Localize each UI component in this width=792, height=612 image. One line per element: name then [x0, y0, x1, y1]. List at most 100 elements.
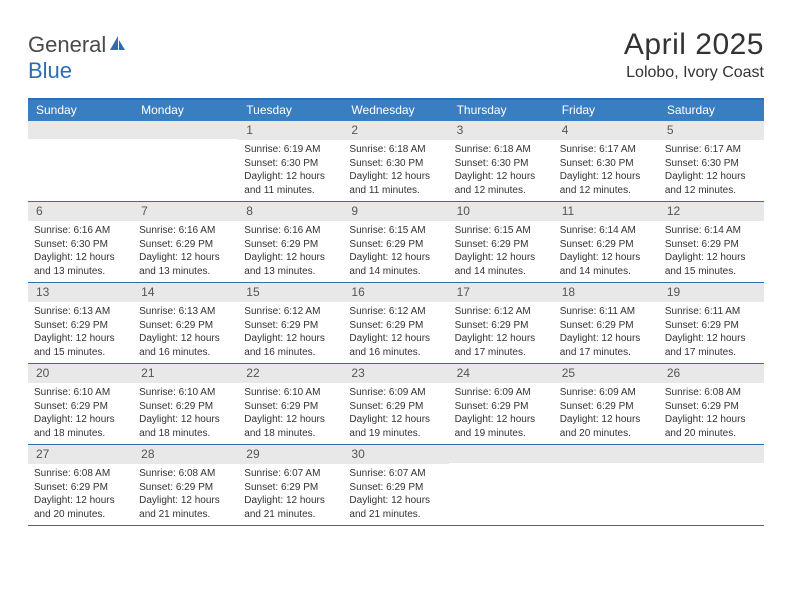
day-cell: 26Sunrise: 6:08 AMSunset: 6:29 PMDayligh…	[659, 364, 764, 444]
sunrise-line: Sunrise: 6:17 AM	[560, 143, 653, 157]
day-number: 22	[238, 364, 343, 383]
sunset-line: Sunset: 6:29 PM	[560, 319, 653, 333]
daylight-line: Daylight: 12 hours and 11 minutes.	[244, 170, 337, 197]
day-number: 17	[449, 283, 554, 302]
sunset-line: Sunset: 6:29 PM	[34, 319, 127, 333]
day-cell	[659, 445, 764, 525]
page-header: GeneralBlue April 2025 Lolobo, Ivory Coa…	[28, 28, 764, 84]
day-body: Sunrise: 6:09 AMSunset: 6:29 PMDaylight:…	[449, 383, 554, 444]
day-body: Sunrise: 6:12 AMSunset: 6:29 PMDaylight:…	[343, 302, 448, 363]
day-body: Sunrise: 6:08 AMSunset: 6:29 PMDaylight:…	[133, 464, 238, 525]
sunrise-line: Sunrise: 6:16 AM	[34, 224, 127, 238]
sunset-line: Sunset: 6:29 PM	[244, 400, 337, 414]
daylight-line: Daylight: 12 hours and 18 minutes.	[34, 413, 127, 440]
sunrise-line: Sunrise: 6:13 AM	[34, 305, 127, 319]
day-body: Sunrise: 6:14 AMSunset: 6:29 PMDaylight:…	[659, 221, 764, 282]
day-number: 29	[238, 445, 343, 464]
sunrise-line: Sunrise: 6:09 AM	[349, 386, 442, 400]
daylight-line: Daylight: 12 hours and 11 minutes.	[349, 170, 442, 197]
day-cell: 14Sunrise: 6:13 AMSunset: 6:29 PMDayligh…	[133, 283, 238, 363]
week-row: 27Sunrise: 6:08 AMSunset: 6:29 PMDayligh…	[28, 445, 764, 526]
sunset-line: Sunset: 6:30 PM	[455, 157, 548, 171]
day-cell: 21Sunrise: 6:10 AMSunset: 6:29 PMDayligh…	[133, 364, 238, 444]
logo-text: GeneralBlue	[28, 32, 128, 84]
daylight-line: Daylight: 12 hours and 13 minutes.	[139, 251, 232, 278]
day-cell: 24Sunrise: 6:09 AMSunset: 6:29 PMDayligh…	[449, 364, 554, 444]
month-title: April 2025	[624, 28, 764, 62]
sunset-line: Sunset: 6:29 PM	[560, 238, 653, 252]
sunset-line: Sunset: 6:29 PM	[34, 400, 127, 414]
daylight-line: Daylight: 12 hours and 13 minutes.	[34, 251, 127, 278]
sunrise-line: Sunrise: 6:18 AM	[455, 143, 548, 157]
day-cell: 23Sunrise: 6:09 AMSunset: 6:29 PMDayligh…	[343, 364, 448, 444]
sunrise-line: Sunrise: 6:07 AM	[244, 467, 337, 481]
day-number: 1	[238, 121, 343, 140]
day-of-week-cell: Monday	[133, 100, 238, 121]
day-cell: 12Sunrise: 6:14 AMSunset: 6:29 PMDayligh…	[659, 202, 764, 282]
daylight-line: Daylight: 12 hours and 12 minutes.	[455, 170, 548, 197]
day-body: Sunrise: 6:16 AMSunset: 6:30 PMDaylight:…	[28, 221, 133, 282]
day-number	[554, 445, 659, 463]
sunset-line: Sunset: 6:29 PM	[244, 319, 337, 333]
sunrise-line: Sunrise: 6:10 AM	[244, 386, 337, 400]
day-number	[659, 445, 764, 463]
sunrise-line: Sunrise: 6:08 AM	[665, 386, 758, 400]
daylight-line: Daylight: 12 hours and 19 minutes.	[455, 413, 548, 440]
logo-word1: General	[28, 32, 106, 57]
day-cell: 29Sunrise: 6:07 AMSunset: 6:29 PMDayligh…	[238, 445, 343, 525]
title-block: April 2025 Lolobo, Ivory Coast	[624, 28, 764, 82]
day-body: Sunrise: 6:08 AMSunset: 6:29 PMDaylight:…	[28, 464, 133, 525]
day-cell: 9Sunrise: 6:15 AMSunset: 6:29 PMDaylight…	[343, 202, 448, 282]
day-cell	[133, 121, 238, 201]
daylight-line: Daylight: 12 hours and 14 minutes.	[349, 251, 442, 278]
day-body: Sunrise: 6:11 AMSunset: 6:29 PMDaylight:…	[659, 302, 764, 363]
day-body: Sunrise: 6:07 AMSunset: 6:29 PMDaylight:…	[238, 464, 343, 525]
day-number: 19	[659, 283, 764, 302]
day-cell: 27Sunrise: 6:08 AMSunset: 6:29 PMDayligh…	[28, 445, 133, 525]
sunrise-line: Sunrise: 6:07 AM	[349, 467, 442, 481]
sunset-line: Sunset: 6:29 PM	[349, 238, 442, 252]
day-body: Sunrise: 6:19 AMSunset: 6:30 PMDaylight:…	[238, 140, 343, 201]
day-cell: 17Sunrise: 6:12 AMSunset: 6:29 PMDayligh…	[449, 283, 554, 363]
sunset-line: Sunset: 6:30 PM	[665, 157, 758, 171]
day-cell: 28Sunrise: 6:08 AMSunset: 6:29 PMDayligh…	[133, 445, 238, 525]
day-body: Sunrise: 6:13 AMSunset: 6:29 PMDaylight:…	[28, 302, 133, 363]
sunrise-line: Sunrise: 6:08 AM	[139, 467, 232, 481]
day-number: 26	[659, 364, 764, 383]
sunset-line: Sunset: 6:29 PM	[455, 400, 548, 414]
day-body: Sunrise: 6:17 AMSunset: 6:30 PMDaylight:…	[554, 140, 659, 201]
day-of-week-cell: Tuesday	[238, 100, 343, 121]
daylight-line: Daylight: 12 hours and 21 minutes.	[139, 494, 232, 521]
day-body: Sunrise: 6:09 AMSunset: 6:29 PMDaylight:…	[554, 383, 659, 444]
day-cell: 13Sunrise: 6:13 AMSunset: 6:29 PMDayligh…	[28, 283, 133, 363]
day-cell: 4Sunrise: 6:17 AMSunset: 6:30 PMDaylight…	[554, 121, 659, 201]
daylight-line: Daylight: 12 hours and 15 minutes.	[665, 251, 758, 278]
day-number	[28, 121, 133, 139]
day-of-week-cell: Friday	[554, 100, 659, 121]
day-cell: 16Sunrise: 6:12 AMSunset: 6:29 PMDayligh…	[343, 283, 448, 363]
sunrise-line: Sunrise: 6:09 AM	[455, 386, 548, 400]
week-row: 13Sunrise: 6:13 AMSunset: 6:29 PMDayligh…	[28, 283, 764, 364]
day-body: Sunrise: 6:14 AMSunset: 6:29 PMDaylight:…	[554, 221, 659, 282]
day-body: Sunrise: 6:15 AMSunset: 6:29 PMDaylight:…	[343, 221, 448, 282]
daylight-line: Daylight: 12 hours and 20 minutes.	[560, 413, 653, 440]
day-number: 7	[133, 202, 238, 221]
sunset-line: Sunset: 6:29 PM	[665, 319, 758, 333]
day-body: Sunrise: 6:07 AMSunset: 6:29 PMDaylight:…	[343, 464, 448, 525]
day-number: 3	[449, 121, 554, 140]
day-cell: 1Sunrise: 6:19 AMSunset: 6:30 PMDaylight…	[238, 121, 343, 201]
day-number: 5	[659, 121, 764, 140]
daylight-line: Daylight: 12 hours and 16 minutes.	[139, 332, 232, 359]
day-body: Sunrise: 6:10 AMSunset: 6:29 PMDaylight:…	[238, 383, 343, 444]
day-body: Sunrise: 6:16 AMSunset: 6:29 PMDaylight:…	[238, 221, 343, 282]
daylight-line: Daylight: 12 hours and 18 minutes.	[244, 413, 337, 440]
location: Lolobo, Ivory Coast	[624, 64, 764, 82]
daylight-line: Daylight: 12 hours and 14 minutes.	[560, 251, 653, 278]
sunrise-line: Sunrise: 6:18 AM	[349, 143, 442, 157]
sunrise-line: Sunrise: 6:12 AM	[244, 305, 337, 319]
day-body: Sunrise: 6:09 AMSunset: 6:29 PMDaylight:…	[343, 383, 448, 444]
day-cell	[554, 445, 659, 525]
sunset-line: Sunset: 6:29 PM	[560, 400, 653, 414]
sunrise-line: Sunrise: 6:15 AM	[455, 224, 548, 238]
sunset-line: Sunset: 6:29 PM	[665, 238, 758, 252]
